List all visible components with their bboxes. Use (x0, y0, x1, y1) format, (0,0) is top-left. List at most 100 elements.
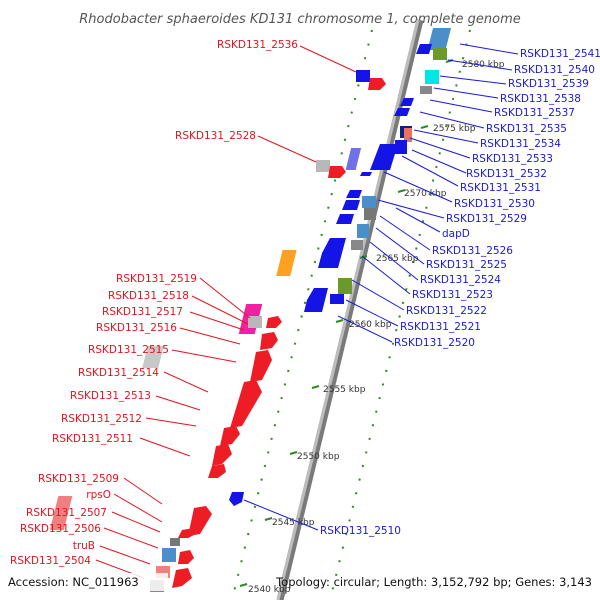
gene-arrow (400, 98, 414, 106)
gene-arrow (360, 172, 372, 176)
accession-backdrop (4, 573, 168, 591)
gene-label[interactable]: RSKD131_2515 (88, 344, 169, 356)
gene-arrow (220, 426, 240, 446)
gene-label[interactable]: RSKD131_2534 (480, 138, 561, 150)
gene-arrow (260, 332, 278, 350)
gene-label[interactable]: truB (73, 540, 95, 552)
gene-block (425, 70, 439, 84)
gene-label[interactable]: RSKD131_2525 (426, 259, 507, 271)
gene-arrow (250, 350, 272, 382)
gene-arrow (318, 238, 346, 268)
gene-label[interactable]: RSKD131_2520 (394, 337, 475, 349)
backbone-shadow (276, 19, 424, 600)
gene-label[interactable]: RSKD131_2532 (466, 168, 547, 180)
gene-arrow (394, 108, 410, 116)
gene-label[interactable]: RSKD131_2535 (486, 123, 567, 135)
gene-block (357, 224, 369, 238)
accession-text: Accession: NC_011963 (8, 575, 139, 589)
gene-label[interactable]: RSKD131_2541 (520, 48, 600, 60)
gene-label[interactable]: RSKD131_2529 (446, 213, 527, 225)
left-labels: RSKD131_2536 RSKD131_2528 RSKD131_2519 R… (10, 39, 298, 567)
kbp-label: 2580 kbp (462, 60, 505, 70)
gene-block (420, 86, 432, 94)
gene-label[interactable]: RSKD131_2518 (108, 290, 189, 302)
gene-arrow (336, 214, 354, 224)
gene-block (142, 346, 164, 368)
gene-arrow (416, 44, 432, 54)
gene-label[interactable]: RSKD131_2537 (494, 107, 575, 119)
kbp-label: 2575 kbp (433, 124, 476, 134)
gene-arrow (304, 288, 328, 312)
gene-label[interactable]: RSKD131_2519 (116, 273, 197, 285)
gene-block (362, 196, 376, 208)
right-labels: RSKD131_2541 RSKD131_2540 RSKD131_2539 R… (320, 48, 600, 537)
gene-label[interactable]: RSKD131_2511 (52, 433, 133, 445)
gene-label[interactable]: RSKD131_2539 (508, 78, 589, 90)
gene-label[interactable]: RSKD131_2512 (61, 413, 142, 425)
gene-label[interactable]: RSKD131_2509 (38, 473, 119, 485)
kbp-label: 2565 kbp (376, 254, 419, 264)
gene-label[interactable]: RSKD131_2526 (432, 245, 513, 257)
gene-label[interactable]: RSKD131_2533 (472, 153, 553, 165)
gene-label[interactable]: RSKD131_2536 (217, 39, 298, 51)
gene-block (330, 294, 344, 304)
gene-block (395, 140, 407, 154)
gene-block (404, 128, 412, 142)
gene-block (316, 160, 330, 172)
gene-block (276, 250, 297, 276)
kbp-tick-marks (239, 59, 454, 587)
gene-arrow (230, 380, 262, 428)
gene-label[interactable]: RSKD131_2524 (420, 274, 501, 286)
gene-arrow (172, 568, 192, 588)
gene-label[interactable]: rpsO (86, 489, 111, 501)
kbp-label: 2540 kbp (248, 585, 291, 595)
gene-block (345, 148, 362, 170)
backbone (276, 19, 420, 600)
gene-label[interactable]: RSKD131_2514 (78, 367, 159, 379)
gene-label[interactable]: RSKD131_2522 (406, 305, 487, 317)
gene-label[interactable]: RSKD131_2528 (175, 130, 256, 142)
gene-block (162, 548, 176, 562)
gene-label[interactable]: RSKD131_2504 (10, 555, 91, 567)
gene-arrow (212, 444, 232, 466)
gene-block (427, 28, 452, 50)
gene-arrow (342, 200, 360, 210)
gene-label[interactable]: RSKD131_2516 (96, 322, 177, 334)
forward-strand-genes (49, 70, 386, 592)
gene-label[interactable]: RSKD131_2510 (320, 525, 401, 537)
gene-label[interactable]: RSKD131_2506 (20, 523, 101, 535)
gene-label[interactable]: dapD (442, 228, 470, 240)
gene-label[interactable]: RSKD131_2540 (514, 64, 595, 76)
kbp-label: 2560 kbp (349, 320, 392, 330)
gene-label[interactable]: RSKD131_2507 (26, 507, 107, 519)
gene-label[interactable]: RSKD131_2523 (412, 289, 493, 301)
gene-arrow (178, 528, 196, 538)
gene-label[interactable]: RSKD131_2521 (400, 321, 481, 333)
topology-text: Topology: circular; Length: 3,152,792 bp… (275, 575, 592, 589)
gene-label[interactable]: RSKD131_2531 (460, 182, 541, 194)
gene-label[interactable]: RSKD131_2513 (70, 390, 151, 402)
gene-label[interactable]: RSKD131_2530 (454, 198, 535, 210)
gene-arrow (178, 550, 194, 564)
gene-block (338, 278, 352, 294)
kbp-label: 2555 kbp (323, 385, 366, 395)
map-title: Rhodobacter sphaeroides KD131 chromosome… (79, 12, 520, 27)
kbp-label: 2550 kbp (297, 452, 340, 462)
reverse-strand-genes (229, 28, 452, 506)
kbp-label: 2545 kbp (272, 518, 315, 528)
left-leader-lines (95, 45, 357, 579)
gene-block (433, 48, 447, 60)
gene-label[interactable]: RSKD131_2517 (102, 306, 183, 318)
gene-block (49, 496, 73, 530)
gene-arrow (370, 144, 398, 170)
kbp-label: 2570 kbp (404, 189, 447, 199)
gene-label[interactable]: RSKD131_2538 (500, 93, 581, 105)
gene-block (356, 70, 370, 82)
gene-block (170, 538, 180, 546)
gene-block (364, 208, 376, 220)
gene-arrow (208, 464, 226, 478)
gene-arrow (266, 316, 282, 328)
gene-block (351, 240, 363, 250)
